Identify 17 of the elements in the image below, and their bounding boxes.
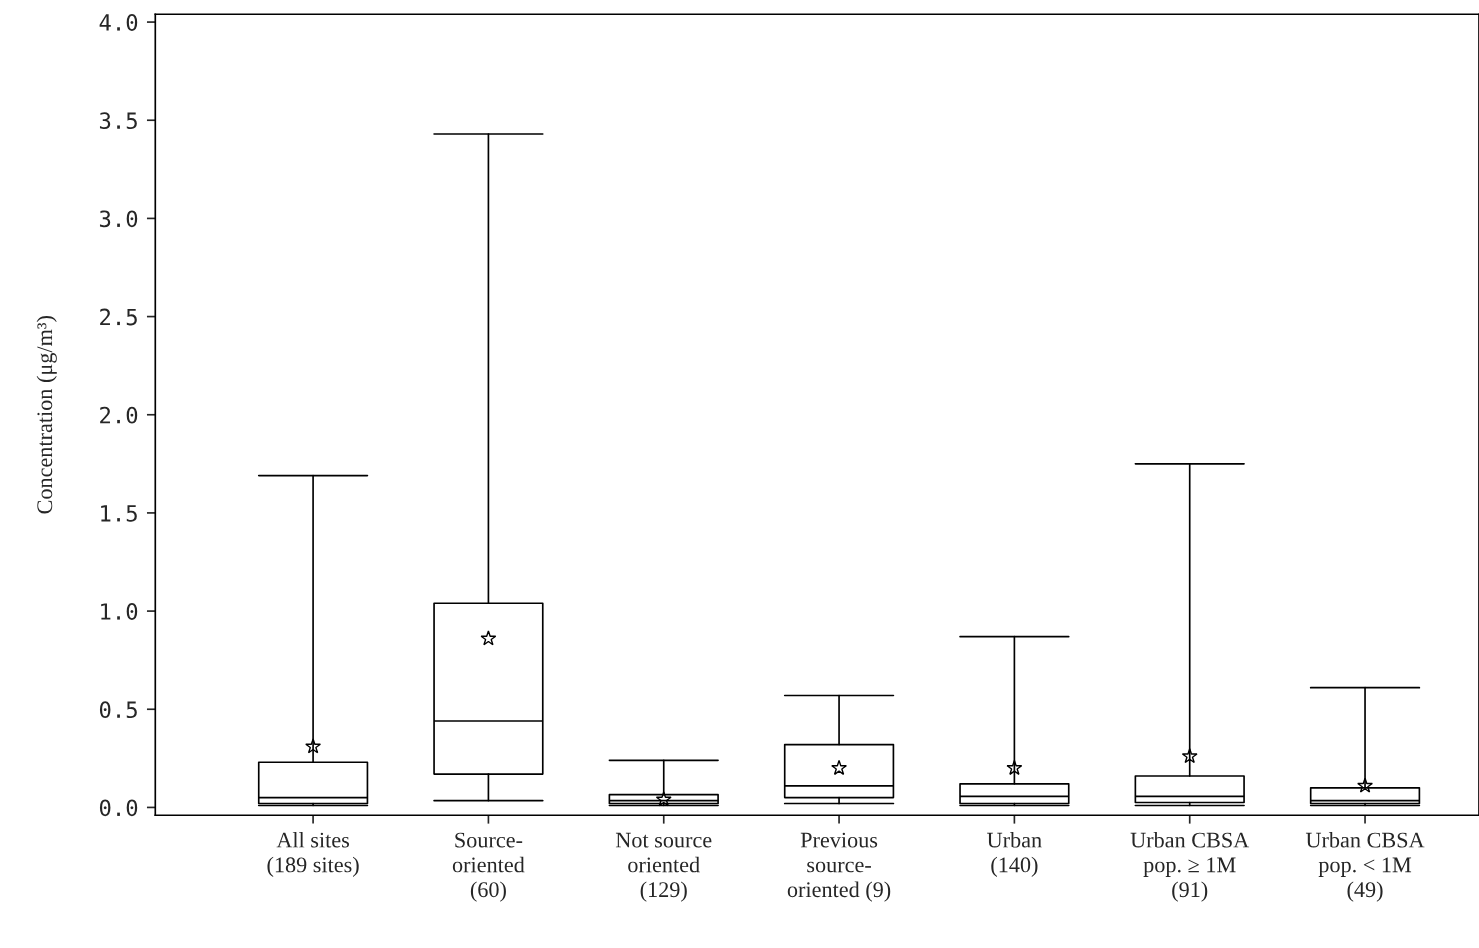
y-axis-title: Concentration (μg/m³) [36, 316, 57, 514]
x-tick-label: Urban (140) [987, 831, 1042, 877]
y-tick-label: 4.0 [99, 14, 138, 31]
x-tick-label: Previous source- oriented (9) [787, 832, 891, 902]
y-tick-label: 3.5 [99, 112, 137, 130]
y-tick-label: 0.5 [99, 701, 137, 719]
x-tick-label: Not source oriented (129) [615, 832, 712, 902]
y-tick-label: 3.0 [99, 210, 138, 228]
y-tick-label: 1.0 [101, 603, 138, 620]
x-tick-label: Source- oriented (60) [452, 832, 525, 902]
y-tick-label: 2.0 [100, 406, 138, 424]
y-tick-label: 1.5 [101, 505, 137, 522]
y-tick-label: 2.5 [100, 308, 137, 326]
x-tick-label: All sites (189 sites) [267, 831, 359, 877]
y-tick-label: 0.0 [99, 799, 138, 817]
x-tick-label: Urban CBSA pop. < 1M (49) [1305, 831, 1425, 902]
x-tick-label: Urban CBSA pop. ≥ 1M (91) [1130, 831, 1250, 902]
